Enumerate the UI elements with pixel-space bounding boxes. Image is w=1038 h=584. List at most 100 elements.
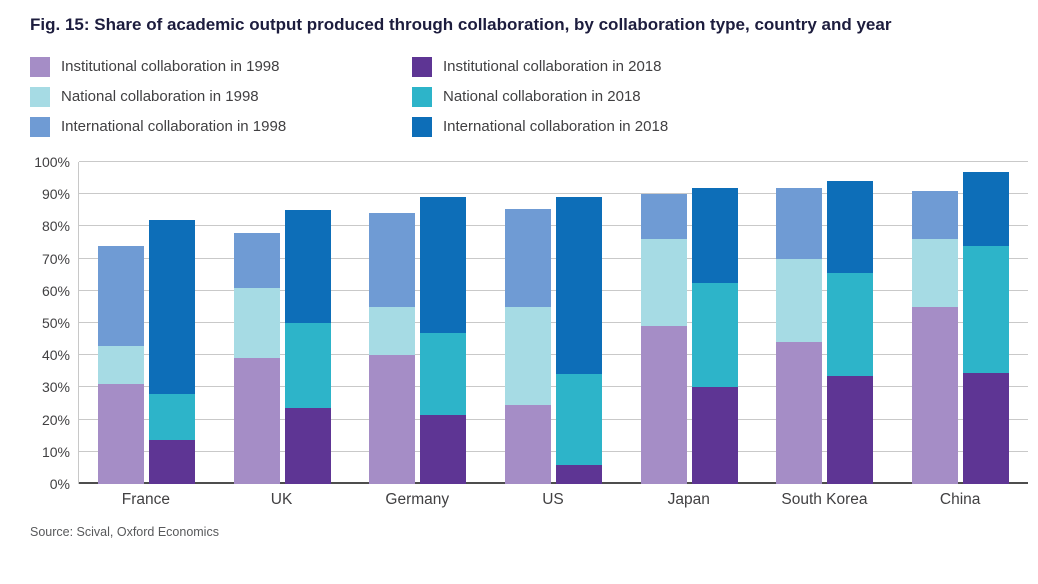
bar-segment — [556, 197, 603, 375]
bar-segment — [911, 306, 958, 484]
y-axis-tick-label: 20% — [41, 411, 70, 428]
stacked-bar-2018 — [691, 162, 738, 484]
bar-group-france — [79, 162, 215, 484]
bar-group-china — [892, 162, 1028, 484]
legend-item: National collaboration in 2018 — [412, 86, 1028, 107]
source-note: Source: Scival, Oxford Economics — [30, 524, 219, 539]
bar-segment — [284, 322, 331, 409]
bar-group-uk — [215, 162, 351, 484]
legend-label: National collaboration in 2018 — [443, 88, 641, 106]
bar-segment — [369, 306, 416, 356]
legend-item: International collaboration in 1998 — [30, 116, 412, 137]
bar-segment — [233, 287, 280, 359]
gridline — [79, 225, 1028, 227]
bar-segment — [911, 190, 958, 240]
y-axis-tick-label: 90% — [41, 186, 70, 203]
gridline — [79, 289, 1028, 291]
gridline — [79, 418, 1028, 420]
stacked-bar-2018 — [420, 162, 467, 484]
stacked-bar-1998 — [98, 162, 145, 484]
bar-segment — [776, 258, 823, 343]
x-axis: France UK Germany US Japan South Korea China — [78, 491, 1028, 509]
plot-area — [78, 160, 1028, 484]
bar-segment — [420, 332, 467, 415]
legend-swatch — [412, 116, 432, 137]
y-axis: 0% 10% 20% 30% 40% 50% 60% 70% 80% 90% 100% — [30, 154, 78, 492]
bar-segment — [640, 239, 687, 327]
legend-item: Institutional collaboration in 1998 — [30, 56, 412, 77]
bar-group-south-korea — [757, 162, 893, 484]
legend-swatch — [30, 116, 50, 137]
stacked-bar-2018 — [827, 162, 874, 484]
bar-segment — [149, 393, 196, 441]
bar-segment — [98, 384, 145, 484]
stacked-bar-1998 — [505, 162, 552, 484]
bar-segment — [640, 194, 687, 240]
bar-segment — [827, 376, 874, 484]
gridline — [79, 450, 1028, 452]
bar-segment — [776, 342, 823, 484]
gridline — [79, 257, 1028, 259]
legend-item: National collaboration in 1998 — [30, 86, 412, 107]
gridline — [79, 160, 1028, 162]
bar-group-germany — [350, 162, 486, 484]
gridline — [79, 386, 1028, 388]
figure-title: Fig. 15: Share of academic output produc… — [30, 15, 892, 34]
gridline — [79, 321, 1028, 323]
legend-label: National collaboration in 1998 — [61, 88, 259, 106]
bar-segment — [505, 208, 552, 307]
x-axis-category-label: Japan — [667, 490, 710, 508]
legend-swatch — [412, 86, 432, 107]
x-axis-category-label: US — [542, 490, 564, 508]
bar-segment — [962, 245, 1009, 373]
bar-segment — [691, 187, 738, 283]
legend-label: International collaboration in 2018 — [443, 118, 669, 136]
stacked-bar-1998 — [369, 162, 416, 484]
bar-segment — [827, 273, 874, 377]
bar-group-us — [486, 162, 622, 484]
y-axis-tick-label: 100% — [34, 153, 70, 170]
y-axis-tick-label: 70% — [41, 250, 70, 267]
legend-swatch — [30, 86, 50, 107]
stacked-bar-2018 — [149, 162, 196, 484]
bar-group-japan — [621, 162, 757, 484]
chart: 0% 10% 20% 30% 40% 50% 60% 70% 80% 90% 100% — [30, 154, 1028, 492]
x-axis-category-label: UK — [270, 490, 293, 508]
bar-segment — [98, 345, 145, 385]
legend-swatch — [30, 56, 50, 77]
legend: Institutional collaboration in 1998 Natio… — [30, 52, 1028, 142]
x-axis-category-label: France — [121, 490, 170, 508]
x-axis-baseline — [79, 481, 1028, 484]
bar-segment — [827, 181, 874, 274]
bar-segment — [233, 358, 280, 484]
y-axis-tick-label: 60% — [41, 282, 70, 299]
gridline — [79, 354, 1028, 356]
gridline — [79, 193, 1028, 195]
x-axis-category-label: Germany — [385, 490, 450, 508]
y-axis-tick-label: 10% — [41, 443, 70, 460]
bar-segment — [691, 282, 738, 388]
bar-segment — [149, 440, 196, 484]
bar-segment — [556, 464, 603, 484]
bar-segment — [691, 387, 738, 484]
bar-segment — [233, 232, 280, 288]
bar-segment — [98, 245, 145, 346]
stacked-bar-2018 — [962, 162, 1009, 484]
stacked-bar-2018 — [556, 162, 603, 484]
bar-segment — [640, 326, 687, 484]
y-axis-tick-label: 50% — [41, 314, 70, 331]
x-axis-category-label: South Korea — [781, 490, 868, 508]
stacked-bar-1998 — [911, 162, 958, 484]
bar-segment — [505, 405, 552, 484]
bar-segment — [962, 372, 1009, 484]
bar-segment — [505, 306, 552, 406]
legend-label: Institutional collaboration in 1998 — [61, 58, 280, 76]
legend-label: Institutional collaboration in 2018 — [443, 58, 662, 76]
bar-segment — [369, 213, 416, 307]
x-axis-category-label: China — [939, 490, 981, 508]
bar-segment — [962, 171, 1009, 246]
bar-segment — [369, 355, 416, 484]
stacked-bar-1998 — [776, 162, 823, 484]
legend-item: Institutional collaboration in 2018 — [412, 56, 1028, 77]
